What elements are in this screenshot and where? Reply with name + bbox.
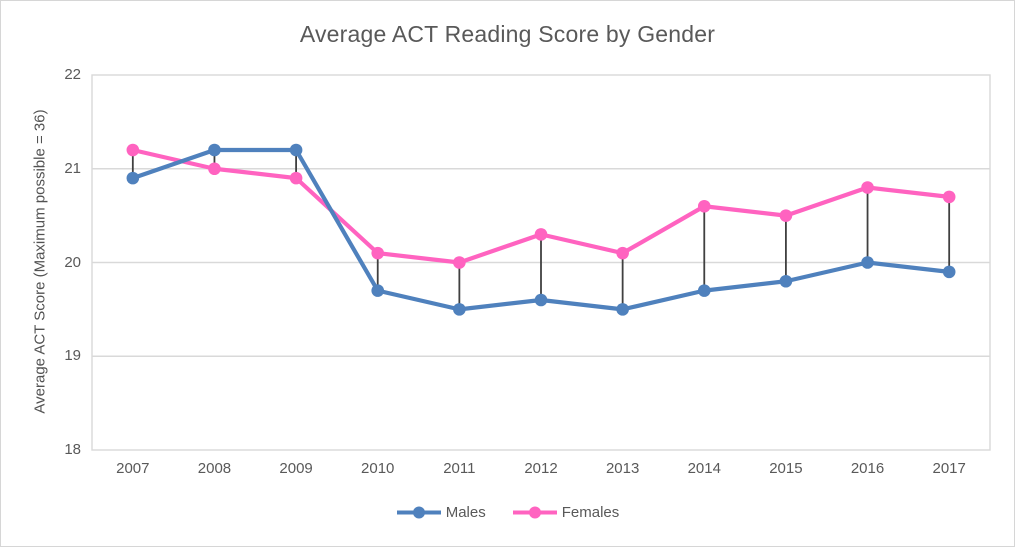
data-point-females-2012 bbox=[534, 228, 548, 241]
x-tick-label: 2013 bbox=[605, 460, 640, 477]
data-point-females-2013 bbox=[616, 246, 629, 260]
data-point-females-2016 bbox=[861, 181, 874, 194]
data-point-males-2017 bbox=[942, 265, 956, 279]
data-point-males-2011 bbox=[453, 303, 466, 316]
x-tick-label: 2008 bbox=[197, 460, 232, 477]
legend-item-females: Females bbox=[512, 504, 620, 521]
x-tick-label: 2009 bbox=[279, 460, 313, 477]
x-tick-label: 2012 bbox=[524, 460, 558, 477]
legend: Males Females bbox=[1, 504, 1014, 521]
data-point-females-2010 bbox=[371, 246, 385, 260]
data-point-males-2015 bbox=[779, 274, 793, 288]
data-point-females-2014 bbox=[697, 199, 711, 213]
legend-marker-icon bbox=[512, 506, 557, 519]
y-tick-label: 21 bbox=[64, 159, 81, 177]
data-point-females-2008 bbox=[208, 162, 221, 176]
data-point-females-2011 bbox=[453, 256, 466, 269]
data-point-males-2010 bbox=[371, 284, 385, 297]
legend-item-males: Males bbox=[396, 504, 486, 521]
data-point-males-2014 bbox=[697, 284, 711, 297]
y-tick-label: 22 bbox=[64, 66, 81, 83]
x-tick-label: 2016 bbox=[850, 460, 885, 477]
data-point-males-2016 bbox=[861, 256, 874, 269]
data-point-males-2007 bbox=[126, 171, 140, 185]
data-point-females-2009 bbox=[289, 171, 303, 185]
x-tick-label: 2011 bbox=[443, 460, 476, 477]
data-point-males-2013 bbox=[616, 303, 629, 316]
y-tick-label: 19 bbox=[64, 347, 81, 365]
data-point-females-2007 bbox=[126, 143, 140, 157]
data-point-males-2008 bbox=[208, 143, 221, 157]
data-point-females-2017 bbox=[942, 190, 956, 204]
data-point-males-2009 bbox=[289, 143, 303, 157]
legend-marker-icon bbox=[396, 506, 441, 519]
data-point-males-2012 bbox=[534, 293, 548, 307]
x-tick-label: 2007 bbox=[116, 460, 150, 477]
legend-label: Females bbox=[561, 504, 620, 521]
x-tick-label: 2010 bbox=[361, 460, 395, 477]
x-tick-label: 2017 bbox=[932, 460, 966, 477]
x-tick-label: 2014 bbox=[687, 460, 721, 477]
plot-border bbox=[91, 74, 991, 451]
y-tick-label: 18 bbox=[64, 441, 81, 458]
x-tick-label: 2015 bbox=[769, 460, 803, 477]
chart-title: Average ACT Reading Score by Gender bbox=[299, 21, 716, 47]
y-tick-label: 20 bbox=[64, 253, 81, 271]
data-point-females-2015 bbox=[779, 209, 793, 222]
legend-label: Males bbox=[445, 504, 486, 521]
